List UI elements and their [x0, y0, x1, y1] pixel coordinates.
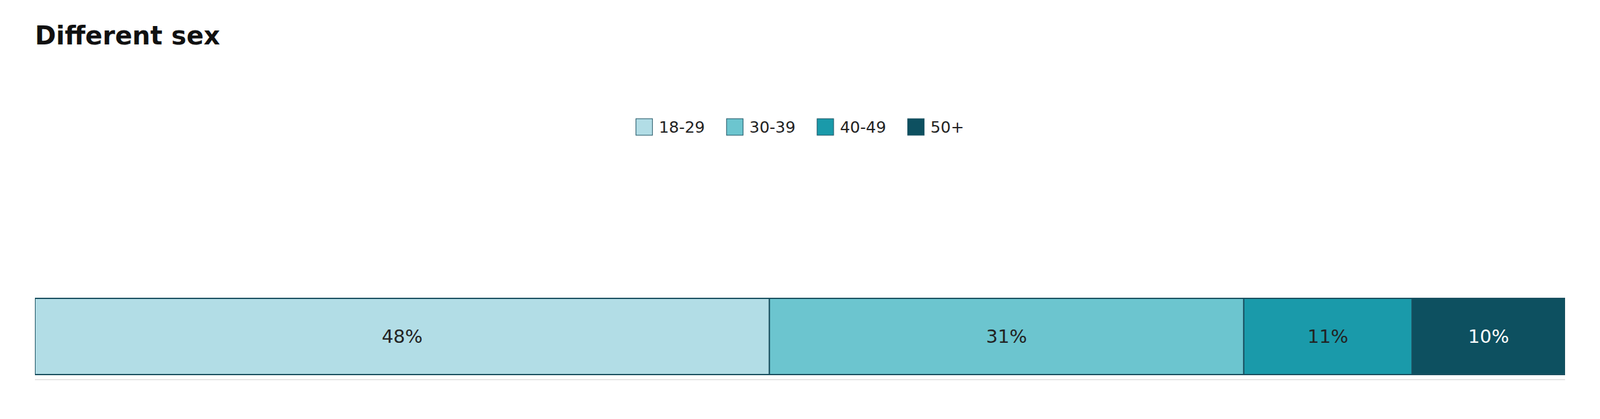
legend-item: 50+	[907, 118, 965, 137]
data-label: 31%	[986, 325, 1027, 348]
legend-item: 40-49	[817, 118, 887, 137]
data-label: 11%	[1307, 325, 1348, 348]
data-labels: 48% 31% 11% 10%	[381, 325, 1510, 348]
bar-segment	[769, 298, 1244, 375]
legend-label: 40-49	[840, 118, 887, 137]
legend-item: 30-39	[726, 118, 796, 137]
bar-segment	[34, 298, 770, 375]
bar-segment	[1412, 298, 1566, 375]
legend-swatch	[817, 118, 834, 136]
data-label: 48%	[381, 325, 423, 348]
bars	[34, 298, 1566, 375]
data-label: 10%	[1467, 325, 1509, 348]
legend-item: 18-29	[636, 118, 706, 137]
legend: 18-29 30-39 40-49 50+	[636, 118, 965, 137]
axis-line	[34, 379, 1566, 381]
legend-swatch	[726, 118, 743, 136]
legend-swatch	[636, 118, 653, 136]
legend-label: 50+	[930, 118, 965, 137]
legend-swatch	[907, 118, 925, 136]
title: Different sex	[34, 20, 221, 51]
legend-label: 30-39	[749, 118, 796, 137]
legend-label: 18-29	[659, 118, 706, 137]
chart: Different sex 48% 31% 11% 10% 18-29 30-39 40-49…	[0, 0, 1600, 419]
bar-segment	[1243, 298, 1413, 375]
